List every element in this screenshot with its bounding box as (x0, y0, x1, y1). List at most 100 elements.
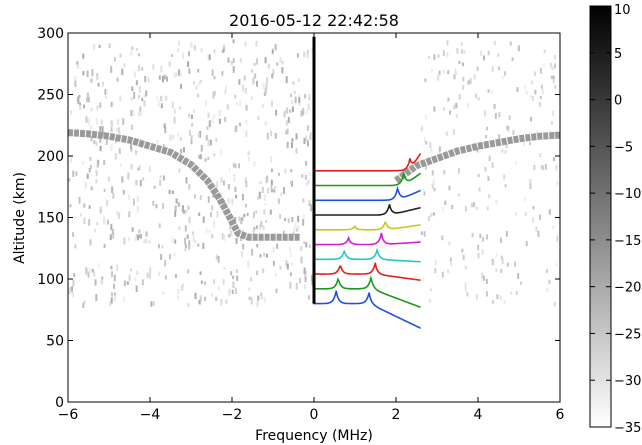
noise-speck (279, 57, 282, 63)
noise-speck (284, 218, 287, 222)
noise-speck (233, 175, 236, 181)
noise-speck (466, 292, 469, 297)
noise-speck (199, 271, 202, 275)
noise-speck (174, 239, 177, 244)
noise-speck (93, 140, 96, 144)
noise-speck (437, 54, 440, 59)
noise-speck (429, 288, 432, 292)
noise-speck (74, 75, 77, 81)
noise-speck (116, 119, 119, 125)
noise-speck (207, 156, 210, 161)
noise-speck (220, 149, 223, 156)
noise-speck (78, 105, 81, 109)
noise-speck (274, 44, 277, 51)
noise-speck (550, 121, 553, 125)
colorbar-tick-label: −30 (614, 374, 641, 389)
noise-speck (116, 77, 119, 82)
colorbar-tick-label: −35 (614, 421, 641, 436)
noise-speck (280, 192, 283, 197)
noise-speck (533, 164, 536, 171)
noise-speck (460, 42, 463, 46)
noise-speck (99, 102, 102, 108)
noise-speck (298, 277, 301, 284)
noise-speck (176, 295, 179, 301)
noise-speck (258, 191, 261, 199)
noise-speck (215, 254, 218, 260)
colorbar-tick-label: −20 (614, 281, 641, 296)
noise-speck (290, 169, 293, 173)
noise-speck (517, 273, 520, 279)
noise-speck (193, 109, 196, 113)
noise-speck (190, 138, 193, 145)
noise-speck (69, 203, 72, 208)
noise-speck (116, 264, 119, 272)
noise-speck (455, 114, 458, 119)
noise-speck (72, 232, 75, 237)
noise-speck (550, 75, 553, 80)
noise-speck (224, 89, 227, 95)
noise-speck (227, 198, 230, 204)
noise-speck (290, 262, 293, 266)
noise-speck (99, 206, 102, 214)
noise-speck (307, 103, 310, 110)
noise-speck (210, 292, 213, 297)
noise-speck (553, 302, 556, 307)
noise-speck (429, 142, 432, 148)
noise-speck (262, 268, 265, 274)
noise-speck (272, 260, 275, 266)
noise-speck (464, 282, 467, 286)
noise-speck (276, 62, 279, 66)
noise-speck (188, 246, 191, 250)
noise-speck (244, 87, 247, 94)
noise-speck (236, 275, 239, 281)
noise-speck (501, 75, 504, 80)
noise-speck (481, 272, 484, 279)
noise-speck (191, 231, 194, 235)
noise-speck (250, 96, 253, 100)
noise-speck (84, 182, 87, 189)
noise-speck (152, 200, 155, 206)
noise-speck (188, 51, 191, 57)
x-tick-label: 0 (310, 407, 319, 423)
noise-speck (238, 216, 241, 222)
noise-speck (74, 244, 77, 249)
noise-speck (533, 71, 536, 76)
noise-speck (520, 281, 523, 285)
noise-speck (178, 69, 181, 76)
noise-speck (234, 186, 237, 193)
x-tick-label: −2 (222, 407, 243, 423)
noise-speck (215, 296, 218, 302)
noise-speck (96, 75, 99, 80)
noise-speck (290, 180, 293, 187)
noise-speck (231, 289, 234, 295)
noise-speck (540, 84, 543, 89)
noise-speck (504, 71, 507, 76)
noise-speck (552, 79, 555, 84)
noise-speck (308, 200, 311, 204)
noise-speck (109, 234, 112, 241)
noise-speck (230, 271, 233, 276)
noise-speck (464, 206, 467, 212)
noise-speck (539, 153, 542, 158)
noise-speck (421, 187, 424, 191)
noise-speck (293, 90, 296, 94)
noise-speck (265, 83, 268, 90)
noise-speck (153, 185, 156, 189)
noise-speck (297, 215, 300, 223)
noise-speck (145, 90, 148, 97)
noise-speck (509, 41, 512, 46)
noise-speck (537, 230, 540, 237)
noise-speck (108, 43, 111, 48)
noise-speck (487, 89, 490, 93)
noise-speck (207, 55, 210, 62)
noise-speck (251, 248, 254, 256)
noise-speck (173, 116, 176, 124)
noise-speck (551, 110, 554, 117)
noise-speck (298, 101, 301, 106)
noise-speck (72, 280, 75, 287)
noise-speck (133, 91, 136, 99)
noise-speck (248, 296, 251, 300)
noise-speck (113, 283, 116, 289)
noise-speck (204, 296, 207, 301)
spectrum-line (313, 152, 422, 172)
